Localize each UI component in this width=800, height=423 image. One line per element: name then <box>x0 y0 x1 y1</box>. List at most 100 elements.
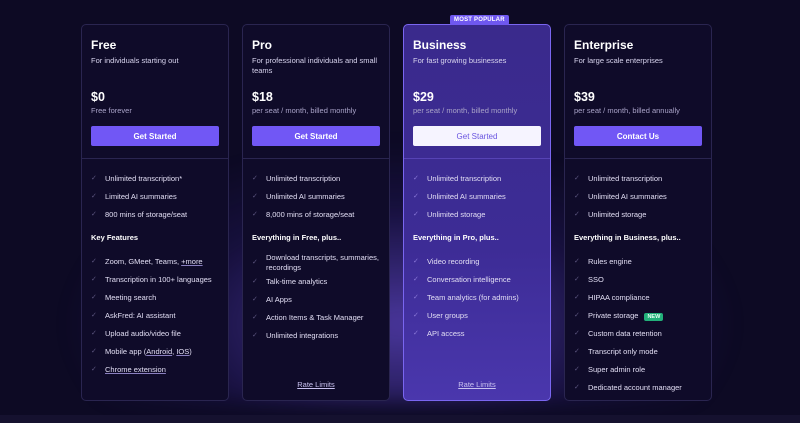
feature-link[interactable]: +more <box>181 257 203 266</box>
feature-item: ✓ Mobile app (Android, IOS) <box>91 343 225 361</box>
feature-text: Unlimited AI summaries <box>588 192 667 202</box>
feature-item: ✓ API access <box>413 325 547 343</box>
check-icon: ✓ <box>91 294 97 301</box>
feature-text: Video recording <box>427 257 479 267</box>
feature-text: Limited AI summaries <box>105 192 177 202</box>
check-icon: ✓ <box>91 276 97 283</box>
check-icon: ✓ <box>413 211 419 218</box>
check-icon: ✓ <box>252 211 258 218</box>
feature-text: Chrome extension <box>105 365 166 375</box>
get-started-button[interactable]: Get Started <box>252 126 380 146</box>
get-started-button[interactable]: Get Started <box>91 126 219 146</box>
extras-list: ✓ Download transcripts, summaries, record… <box>252 253 386 345</box>
check-icon: ✓ <box>413 276 419 283</box>
check-icon: ✓ <box>91 366 97 373</box>
feature-text-segment: Upload audio/video file <box>105 329 181 338</box>
feature-item: ✓ Unlimited AI summaries <box>413 188 547 206</box>
feature-text: HIPAA compliance <box>588 293 650 303</box>
feature-text-segment: Custom data retention <box>588 329 662 338</box>
plan-subtitle: For fast growing businesses <box>413 56 507 65</box>
feature-text: Unlimited transcription <box>266 174 340 184</box>
check-icon: ✓ <box>91 258 97 265</box>
price-note: per seat / month, billed monthly <box>413 106 518 115</box>
price-note: per seat / month, billed annually <box>574 106 680 115</box>
feature-item: ✓ AskFred: AI assistant <box>91 307 225 325</box>
check-icon: ✓ <box>413 330 419 337</box>
feature-text-segment: Action Items & Task Manager <box>266 313 364 322</box>
check-icon: ✓ <box>574 384 580 391</box>
feature-item: ✓ Team analytics (for admins) <box>413 289 547 307</box>
feature-text-segment: Limited AI summaries <box>105 192 177 201</box>
rate-limits-link[interactable]: Rate Limits <box>297 380 335 389</box>
feature-link[interactable]: Android <box>146 347 173 356</box>
feature-item: ✓ Unlimited AI summaries <box>574 188 708 206</box>
feature-item: ✓ Private storage NEW <box>574 307 708 325</box>
check-icon: ✓ <box>574 258 580 265</box>
feature-item: ✓ Rules engine <box>574 253 708 271</box>
feature-text: AskFred: AI assistant <box>105 311 175 321</box>
feature-item: ✓ Unlimited storage <box>574 206 708 224</box>
feature-item: ✓ User groups <box>413 307 547 325</box>
divider <box>404 158 550 159</box>
feature-text: 8,000 mins of storage/seat <box>266 210 354 220</box>
feature-text: Team analytics (for admins) <box>427 293 519 303</box>
extras-list: ✓ Video recording ✓ Conversation intelligen… <box>413 253 547 343</box>
plan-price: $29 <box>413 90 434 104</box>
feature-link[interactable]: Chrome extension <box>105 365 166 374</box>
feature-item: ✓ Upload audio/video file <box>91 325 225 343</box>
feature-text-segment: Unlimited AI summaries <box>266 192 345 201</box>
check-icon: ✓ <box>574 330 580 337</box>
feature-text: Transcription in 100+ languages <box>105 275 212 285</box>
feature-item: ✓ Unlimited storage <box>413 206 547 224</box>
feature-text: Unlimited storage <box>427 210 485 220</box>
plan-name: Pro <box>252 38 273 52</box>
feature-text: Unlimited storage <box>588 210 646 220</box>
feature-item: ✓ Conversation intelligence <box>413 271 547 289</box>
feature-text: Unlimited transcription <box>427 174 501 184</box>
feature-text-segment: Dedicated account manager <box>588 383 682 392</box>
check-icon: ✓ <box>252 175 258 182</box>
feature-item: ✓ 8,000 mins of storage/seat <box>252 206 386 224</box>
feature-text: Super admin role <box>588 365 645 375</box>
feature-text-segment: Meeting search <box>105 293 157 302</box>
feature-item: ✓ Unlimited integrations <box>252 327 386 345</box>
check-icon: ✓ <box>574 294 580 301</box>
feature-text-segment: Conversation intelligence <box>427 275 511 284</box>
divider <box>565 158 711 159</box>
get-started-button[interactable]: Get Started <box>413 126 541 146</box>
feature-text: User groups <box>427 311 468 321</box>
contact-us-button[interactable]: Contact Us <box>574 126 702 146</box>
check-icon: ✓ <box>252 193 258 200</box>
feature-link[interactable]: IOS <box>176 347 190 356</box>
feature-text: Meeting search <box>105 293 156 303</box>
feature-item: ✓ Unlimited transcription <box>574 170 708 188</box>
check-icon: ✓ <box>413 312 419 319</box>
plan-card-free: Free For individuals starting out $0 Free f… <box>81 24 229 401</box>
feature-text-segment: Talk-time analytics <box>266 277 328 286</box>
feature-item: ✓ Download transcripts, summaries, record… <box>252 253 386 273</box>
feature-text: AI Apps <box>266 295 292 305</box>
feature-text: Custom data retention <box>588 329 662 339</box>
feature-text: 800 mins of storage/seat <box>105 210 187 220</box>
feature-text-segment: AskFred: AI assistant <box>105 311 176 320</box>
check-icon: ✓ <box>252 296 258 303</box>
feature-text-segment: HIPAA compliance <box>588 293 650 302</box>
feature-text-segment: Unlimited transcription* <box>105 174 183 183</box>
features-list: ✓ Unlimited transcription* ✓ Limited AI sum… <box>91 170 225 224</box>
feature-text-segment: Rules engine <box>588 257 632 266</box>
check-icon: ✓ <box>252 314 258 321</box>
check-icon: ✓ <box>574 175 580 182</box>
feature-text-segment: Mobile app ( <box>105 347 147 356</box>
check-icon: ✓ <box>574 366 580 373</box>
plan-card-enterprise: Enterprise For large scale enterprises $39… <box>564 24 712 401</box>
feature-text-segment: User groups <box>427 311 468 320</box>
check-icon: ✓ <box>413 294 419 301</box>
feature-text-segment: ) <box>189 347 192 356</box>
check-icon: ✓ <box>91 348 97 355</box>
feature-text-segment: Unlimited transcription <box>588 174 663 183</box>
rate-limits-link[interactable]: Rate Limits <box>458 380 496 389</box>
plan-name: Enterprise <box>574 38 634 52</box>
feature-text-segment: Unlimited integrations <box>266 331 339 340</box>
feature-text-segment: Unlimited storage <box>427 210 486 219</box>
features-list: ✓ Unlimited transcription ✓ Unlimited AI su… <box>574 170 708 224</box>
